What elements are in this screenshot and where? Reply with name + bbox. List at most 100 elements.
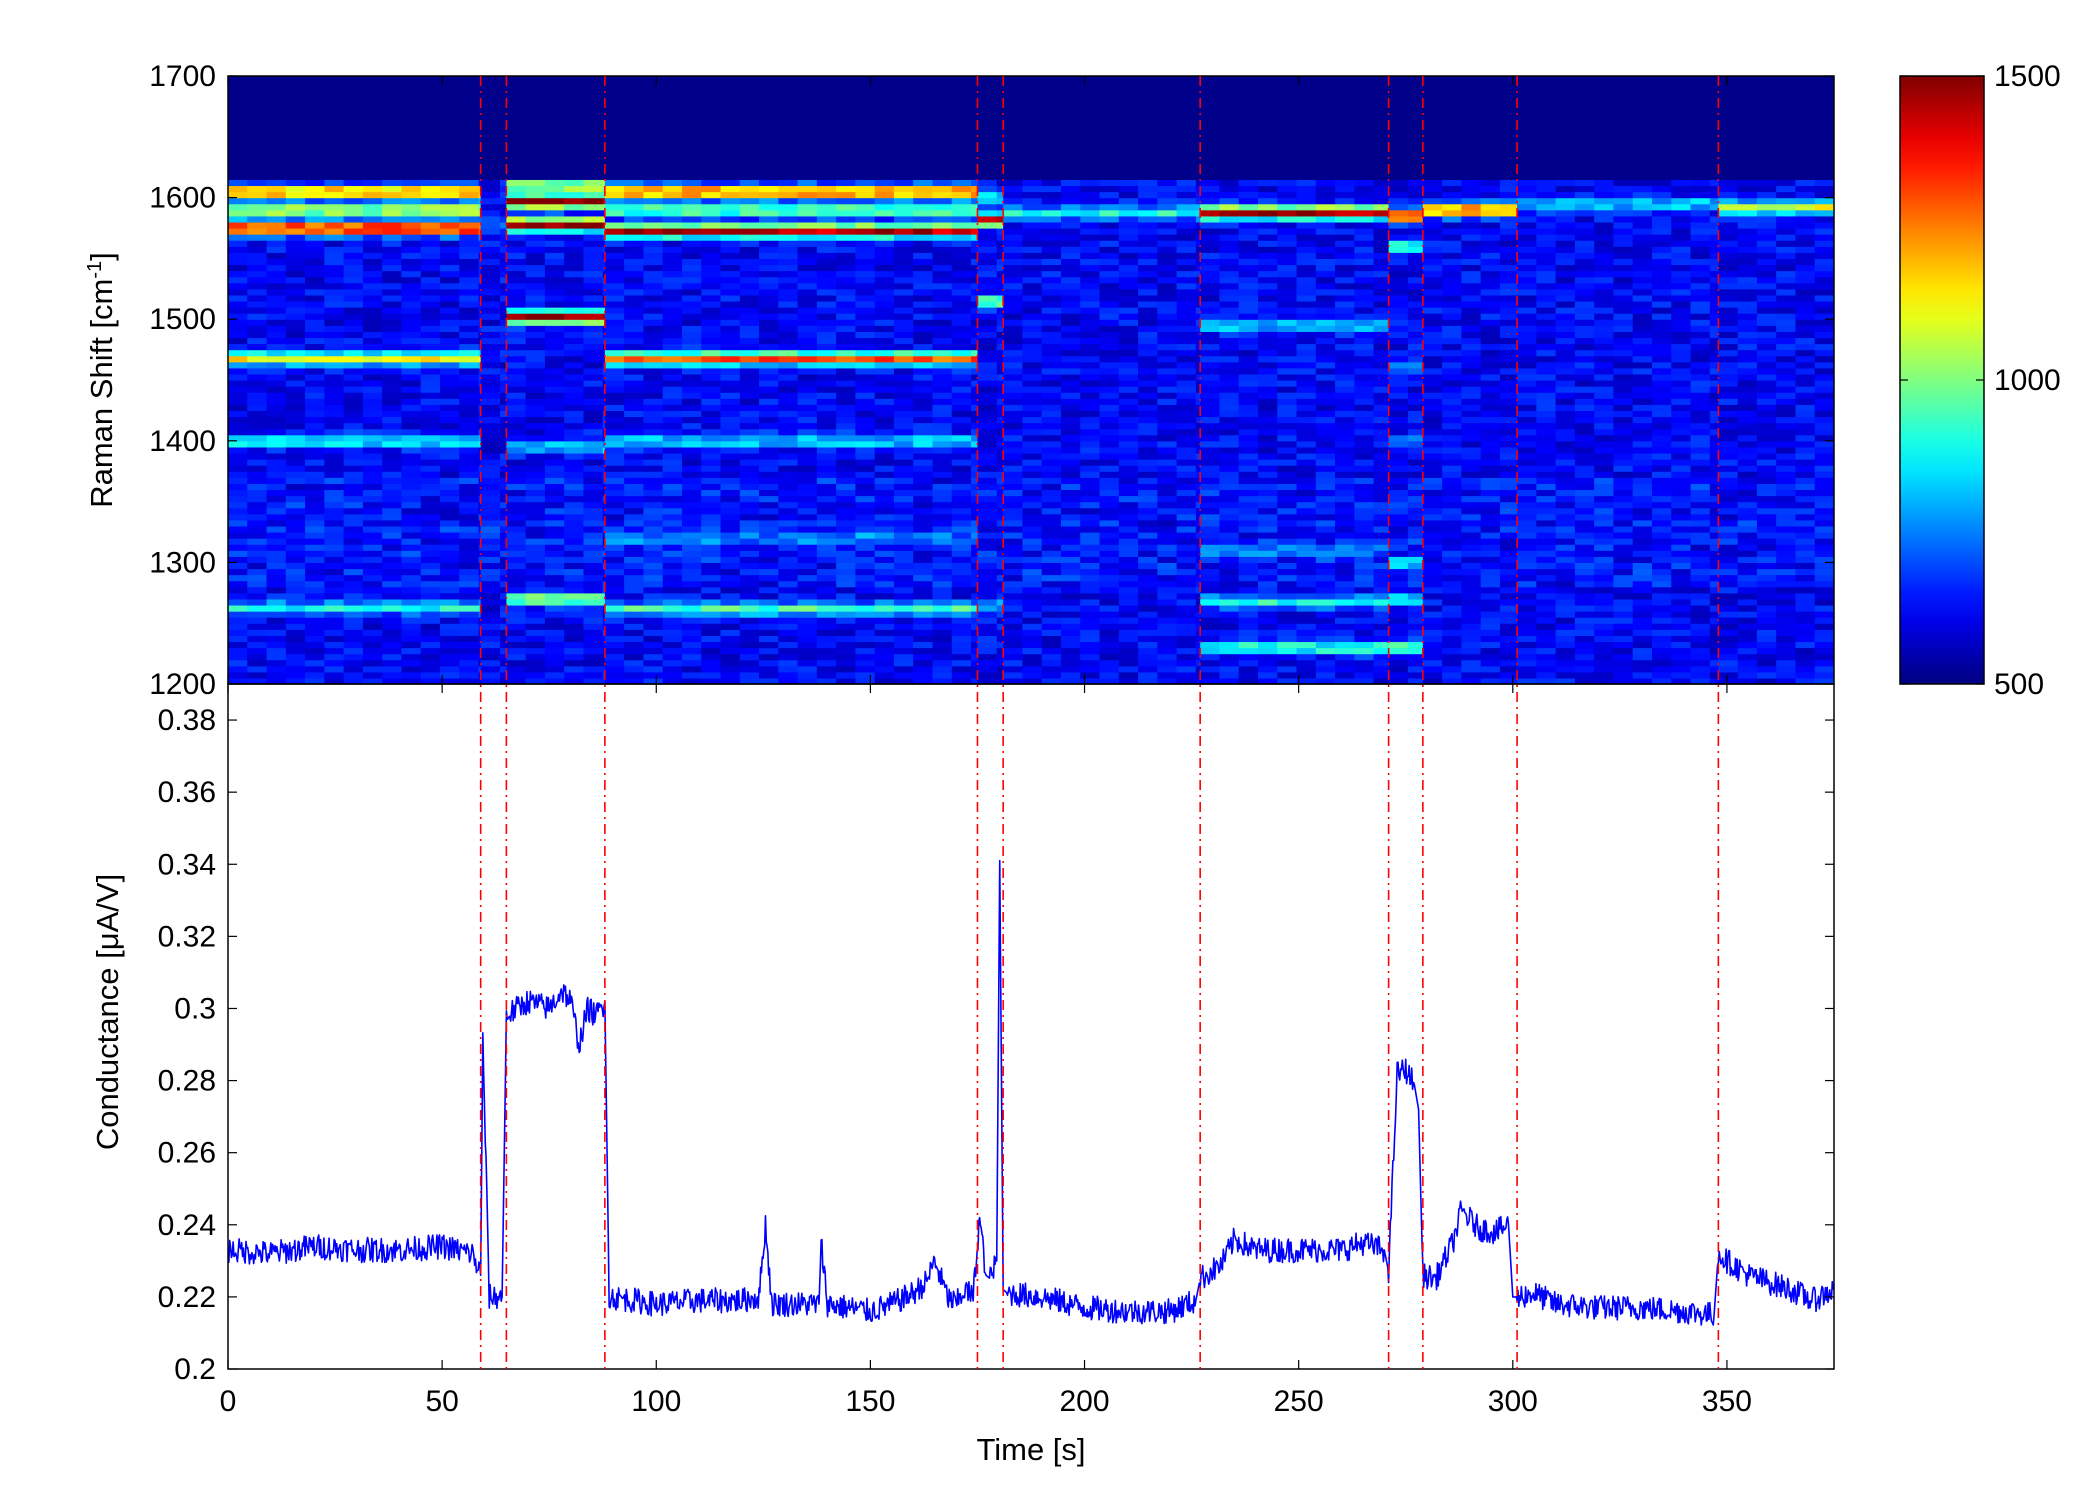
heatmap-cell: [564, 617, 585, 624]
heatmap-cell: [977, 556, 998, 563]
heatmap-cell: [971, 489, 979, 497]
heatmap-cell: [525, 331, 546, 339]
heatmap-cell: [778, 349, 799, 357]
heatmap-cell: [624, 380, 645, 387]
heatmap-cell: [996, 459, 1004, 466]
heatmap-cell: [874, 428, 895, 436]
heatmap-cell: [836, 422, 857, 430]
heatmap-cell: [324, 574, 345, 582]
heatmap-cell: [1099, 215, 1120, 223]
heatmap-cell: [247, 325, 268, 332]
heatmap-cell: [951, 507, 972, 515]
heatmap-cell: [459, 416, 480, 424]
heatmap-cell: [662, 82, 683, 89]
heatmap-cell: [1099, 252, 1120, 259]
heatmap-cell: [932, 294, 953, 302]
heatmap-cell: [544, 155, 565, 162]
heatmap-cell: [971, 94, 979, 101]
heatmap-cell: [932, 544, 953, 551]
heatmap-cell: [913, 94, 934, 101]
heatmap-cell: [1080, 580, 1101, 588]
heatmap-cell: [913, 106, 934, 114]
heatmap-cell: [480, 258, 501, 266]
heatmap-cell: [362, 404, 383, 411]
heatmap-cell: [951, 604, 972, 612]
heatmap-cell: [499, 410, 507, 418]
heatmap-cell: [662, 586, 683, 594]
heatmap-cell: [1022, 538, 1043, 545]
heatmap-cell: [1041, 416, 1062, 424]
heatmap-cell: [681, 373, 702, 381]
heatmap-cell: [480, 331, 501, 339]
heatmap-cell: [662, 118, 683, 126]
heatmap-cell: [1022, 112, 1043, 120]
heatmap-cell: [977, 282, 998, 290]
heatmap-cell: [401, 276, 422, 284]
heatmap-cell: [247, 611, 268, 618]
heatmap-cell: [1060, 100, 1081, 107]
heatmap-cell: [382, 677, 403, 684]
heatmap-cell: [382, 240, 403, 247]
heatmap-cell: [305, 544, 325, 551]
heatmap-cell: [836, 446, 857, 454]
heatmap-cell: [977, 331, 998, 339]
heatmap-cell: [382, 161, 403, 168]
heatmap-cell: [643, 556, 664, 563]
heatmap-cell: [836, 586, 857, 594]
heatmap-cell: [305, 179, 325, 187]
heatmap-cell: [583, 373, 604, 381]
heatmap-cell: [996, 434, 1004, 442]
heatmap-cell: [1099, 550, 1120, 557]
heatmap-cell: [604, 635, 625, 643]
heatmap-cell: [816, 246, 837, 253]
heatmap-cell: [662, 653, 683, 661]
heatmap-cell: [285, 361, 306, 369]
heatmap-cell: [480, 88, 501, 95]
heatmap-cell: [506, 495, 527, 503]
heatmap-cell: [439, 106, 460, 114]
heatmap-cell: [624, 653, 645, 661]
heatmap-cell: [459, 179, 480, 187]
heatmap-cell: [855, 647, 876, 655]
heatmap-cell: [913, 440, 934, 448]
heatmap-cell: [681, 477, 702, 484]
heatmap-cell: [362, 598, 383, 606]
heatmap-cell: [681, 179, 702, 187]
heatmap-cell: [480, 270, 501, 278]
heatmap-cell: [506, 106, 527, 114]
heatmap-cell: [913, 525, 934, 533]
heatmap-cell: [1022, 592, 1043, 600]
heatmap-cell: [778, 373, 799, 381]
heatmap-cell: [977, 647, 998, 655]
heatmap-cell: [971, 519, 979, 527]
heatmap-cell: [662, 179, 683, 187]
heatmap-cell: [996, 641, 1004, 649]
heatmap-cell: [247, 355, 268, 363]
heatmap-cell: [324, 568, 345, 576]
heatmap-cell: [893, 544, 914, 551]
heatmap-cell: [893, 519, 914, 527]
heatmap-cell: [913, 562, 934, 570]
heatmap-cell: [564, 635, 585, 643]
heatmap-cell: [1080, 94, 1101, 101]
heatmap-cell: [1003, 264, 1024, 272]
heatmap-cell: [343, 428, 364, 436]
heatmap-cell: [343, 258, 364, 266]
heatmap-cell: [382, 671, 403, 679]
heatmap-cell: [797, 483, 818, 491]
heatmap-cell: [759, 337, 779, 345]
heatmap-cell: [228, 300, 248, 308]
heatmap-cell: [525, 659, 546, 667]
heatmap-cell: [720, 440, 741, 448]
heatmap-cell: [662, 276, 683, 284]
heatmap-cell: [816, 598, 837, 606]
heatmap-cell: [816, 532, 837, 539]
heatmap-cell: [971, 507, 979, 515]
heatmap-cell: [382, 665, 403, 673]
heatmap-cell: [720, 446, 741, 454]
heatmap-cell: [544, 367, 565, 375]
heatmap-cell: [643, 477, 664, 484]
heatmap-cell: [305, 519, 325, 527]
heatmap-cell: [996, 124, 1004, 132]
heatmap-cell: [1099, 538, 1120, 545]
